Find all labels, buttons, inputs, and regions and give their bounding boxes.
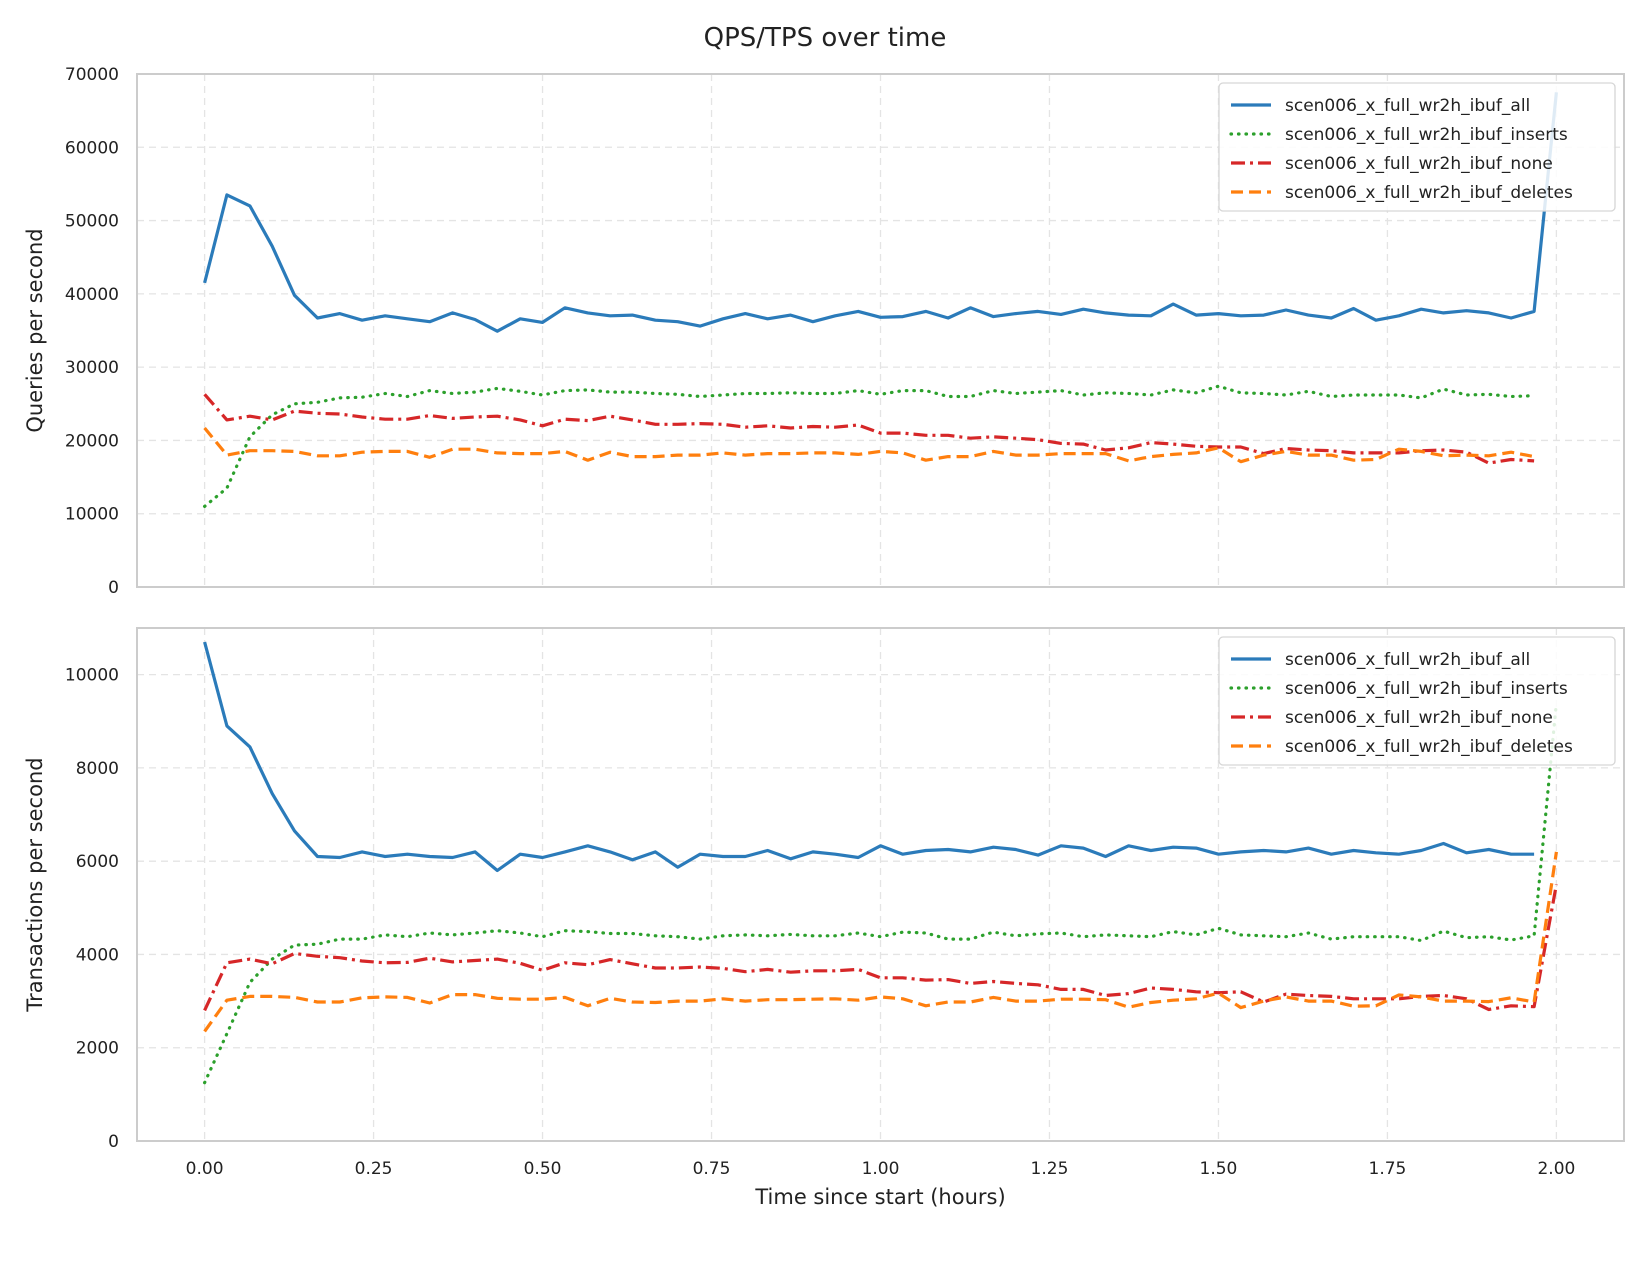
y-tick-label: 10000 <box>65 666 119 686</box>
y-tick-label: 0 <box>108 578 119 598</box>
legend: scen006_x_full_wr2h_ibuf_all scen006_x_fu… <box>1219 637 1615 765</box>
legend-label: scen006_x_full_wr2h_ibuf_inserts <box>1285 125 1568 145</box>
y-tick-label: 10000 <box>65 505 119 525</box>
y-tick-label: 50000 <box>65 212 119 232</box>
legend-label: scen006_x_full_wr2h_ibuf_all <box>1285 650 1530 670</box>
y-tick-label: 20000 <box>65 431 119 451</box>
x-tick-label: 1.50 <box>1200 1159 1238 1179</box>
x-tick-label: 1.00 <box>862 1159 900 1179</box>
y-tick-label: 6000 <box>76 852 119 872</box>
y-tick-label: 60000 <box>65 138 119 158</box>
y-axis-label: Transactions per second <box>23 757 47 1012</box>
series-line-scen006_x_full_wr2h_ibuf_inserts <box>205 386 1535 506</box>
legend: scen006_x_full_wr2h_ibuf_all scen006_x_fu… <box>1219 83 1615 211</box>
y-tick-label: 0 <box>108 1132 119 1152</box>
y-tick-label: 2000 <box>76 1039 119 1059</box>
x-tick-label: 0.75 <box>693 1159 731 1179</box>
y-tick-label: 8000 <box>76 759 119 779</box>
x-axis-label: Time since start (hours) <box>754 1185 1005 1209</box>
qps-panel: 0 10000 20000 30000 40000 50000 60000 70000 Quer… <box>23 65 1624 598</box>
x-tick-label: 0.25 <box>355 1159 393 1179</box>
legend-label: scen006_x_full_wr2h_ibuf_deletes <box>1285 183 1573 203</box>
x-tick-label: 1.75 <box>1369 1159 1407 1179</box>
y-axis-label: Queries per second <box>23 228 47 432</box>
x-tick-label: 0.50 <box>524 1159 562 1179</box>
x-tick-label: 0.00 <box>186 1159 224 1179</box>
legend-label: scen006_x_full_wr2h_ibuf_none <box>1285 154 1553 174</box>
tps-panel: 0 2000 4000 6000 8000 10000 0.00 0.25 0.50 0.75 1.… <box>23 628 1624 1209</box>
y-tick-label: 4000 <box>76 945 119 965</box>
legend-label: scen006_x_full_wr2h_ibuf_none <box>1285 708 1553 728</box>
y-tick-label: 40000 <box>65 285 119 305</box>
x-tick-label: 1.25 <box>1031 1159 1069 1179</box>
legend-label: scen006_x_full_wr2h_ibuf_all <box>1285 96 1530 116</box>
y-tick-label: 30000 <box>65 358 119 378</box>
legend-label: scen006_x_full_wr2h_ibuf_deletes <box>1285 737 1573 757</box>
x-tick-label: 2.00 <box>1537 1159 1575 1179</box>
y-tick-label: 70000 <box>65 65 119 85</box>
series-line-scen006_x_full_wr2h_ibuf_deletes <box>205 428 1535 462</box>
chart-title: QPS/TPS over time <box>704 23 947 53</box>
legend-label: scen006_x_full_wr2h_ibuf_inserts <box>1285 679 1568 699</box>
